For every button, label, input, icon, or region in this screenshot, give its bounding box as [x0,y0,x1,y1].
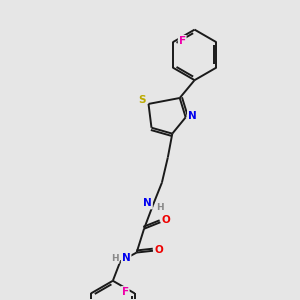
Text: N: N [122,254,130,263]
Text: H: H [156,203,163,212]
Text: O: O [154,244,163,255]
Text: F: F [122,287,129,297]
Text: N: N [188,111,197,121]
Text: S: S [138,95,146,105]
Text: H: H [111,254,119,263]
Text: N: N [143,199,152,208]
Text: O: O [162,215,171,225]
Text: F: F [179,36,186,46]
